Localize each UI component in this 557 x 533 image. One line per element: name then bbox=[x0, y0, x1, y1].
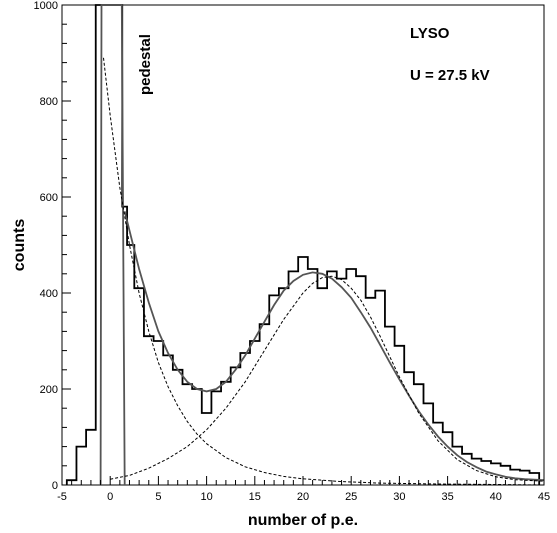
y-tick-label-2: 400 bbox=[40, 288, 58, 300]
x-tick-label-10: 45 bbox=[538, 491, 550, 503]
fit-curve-2 bbox=[123, 211, 545, 482]
y-tick-label-0: 0 bbox=[52, 480, 58, 492]
x-tick-label-5: 20 bbox=[297, 491, 309, 503]
fit-curve-4 bbox=[110, 275, 545, 482]
x-tick-label-2: 5 bbox=[155, 491, 161, 503]
y-tick-label-5: 1000 bbox=[34, 0, 58, 12]
x-tick-label-4: 15 bbox=[249, 491, 261, 503]
x-tick-label-6: 25 bbox=[345, 491, 357, 503]
y-tick-label-3: 600 bbox=[40, 192, 58, 204]
plot-frame bbox=[61, 4, 545, 486]
crystal-label: LYSO bbox=[410, 25, 450, 42]
y-tick-label-4: 800 bbox=[40, 96, 58, 108]
x-tick-label-3: 10 bbox=[200, 491, 212, 503]
pedestal-annotation: pedestal bbox=[137, 34, 154, 95]
y-tick-label-1: 200 bbox=[40, 384, 58, 396]
x-tick-label-1: 0 bbox=[107, 491, 113, 503]
x-tick-label-7: 30 bbox=[393, 491, 405, 503]
y-axis-title: counts bbox=[11, 219, 28, 272]
x-tick-label-0: -5 bbox=[57, 491, 67, 503]
x-axis-title: number of p.e. bbox=[248, 512, 358, 529]
x-tick-label-9: 40 bbox=[490, 491, 502, 503]
voltage-label: U = 27.5 kV bbox=[410, 67, 490, 84]
x-tick-label-8: 35 bbox=[441, 491, 453, 503]
fit-curve-1 bbox=[99, 4, 126, 486]
